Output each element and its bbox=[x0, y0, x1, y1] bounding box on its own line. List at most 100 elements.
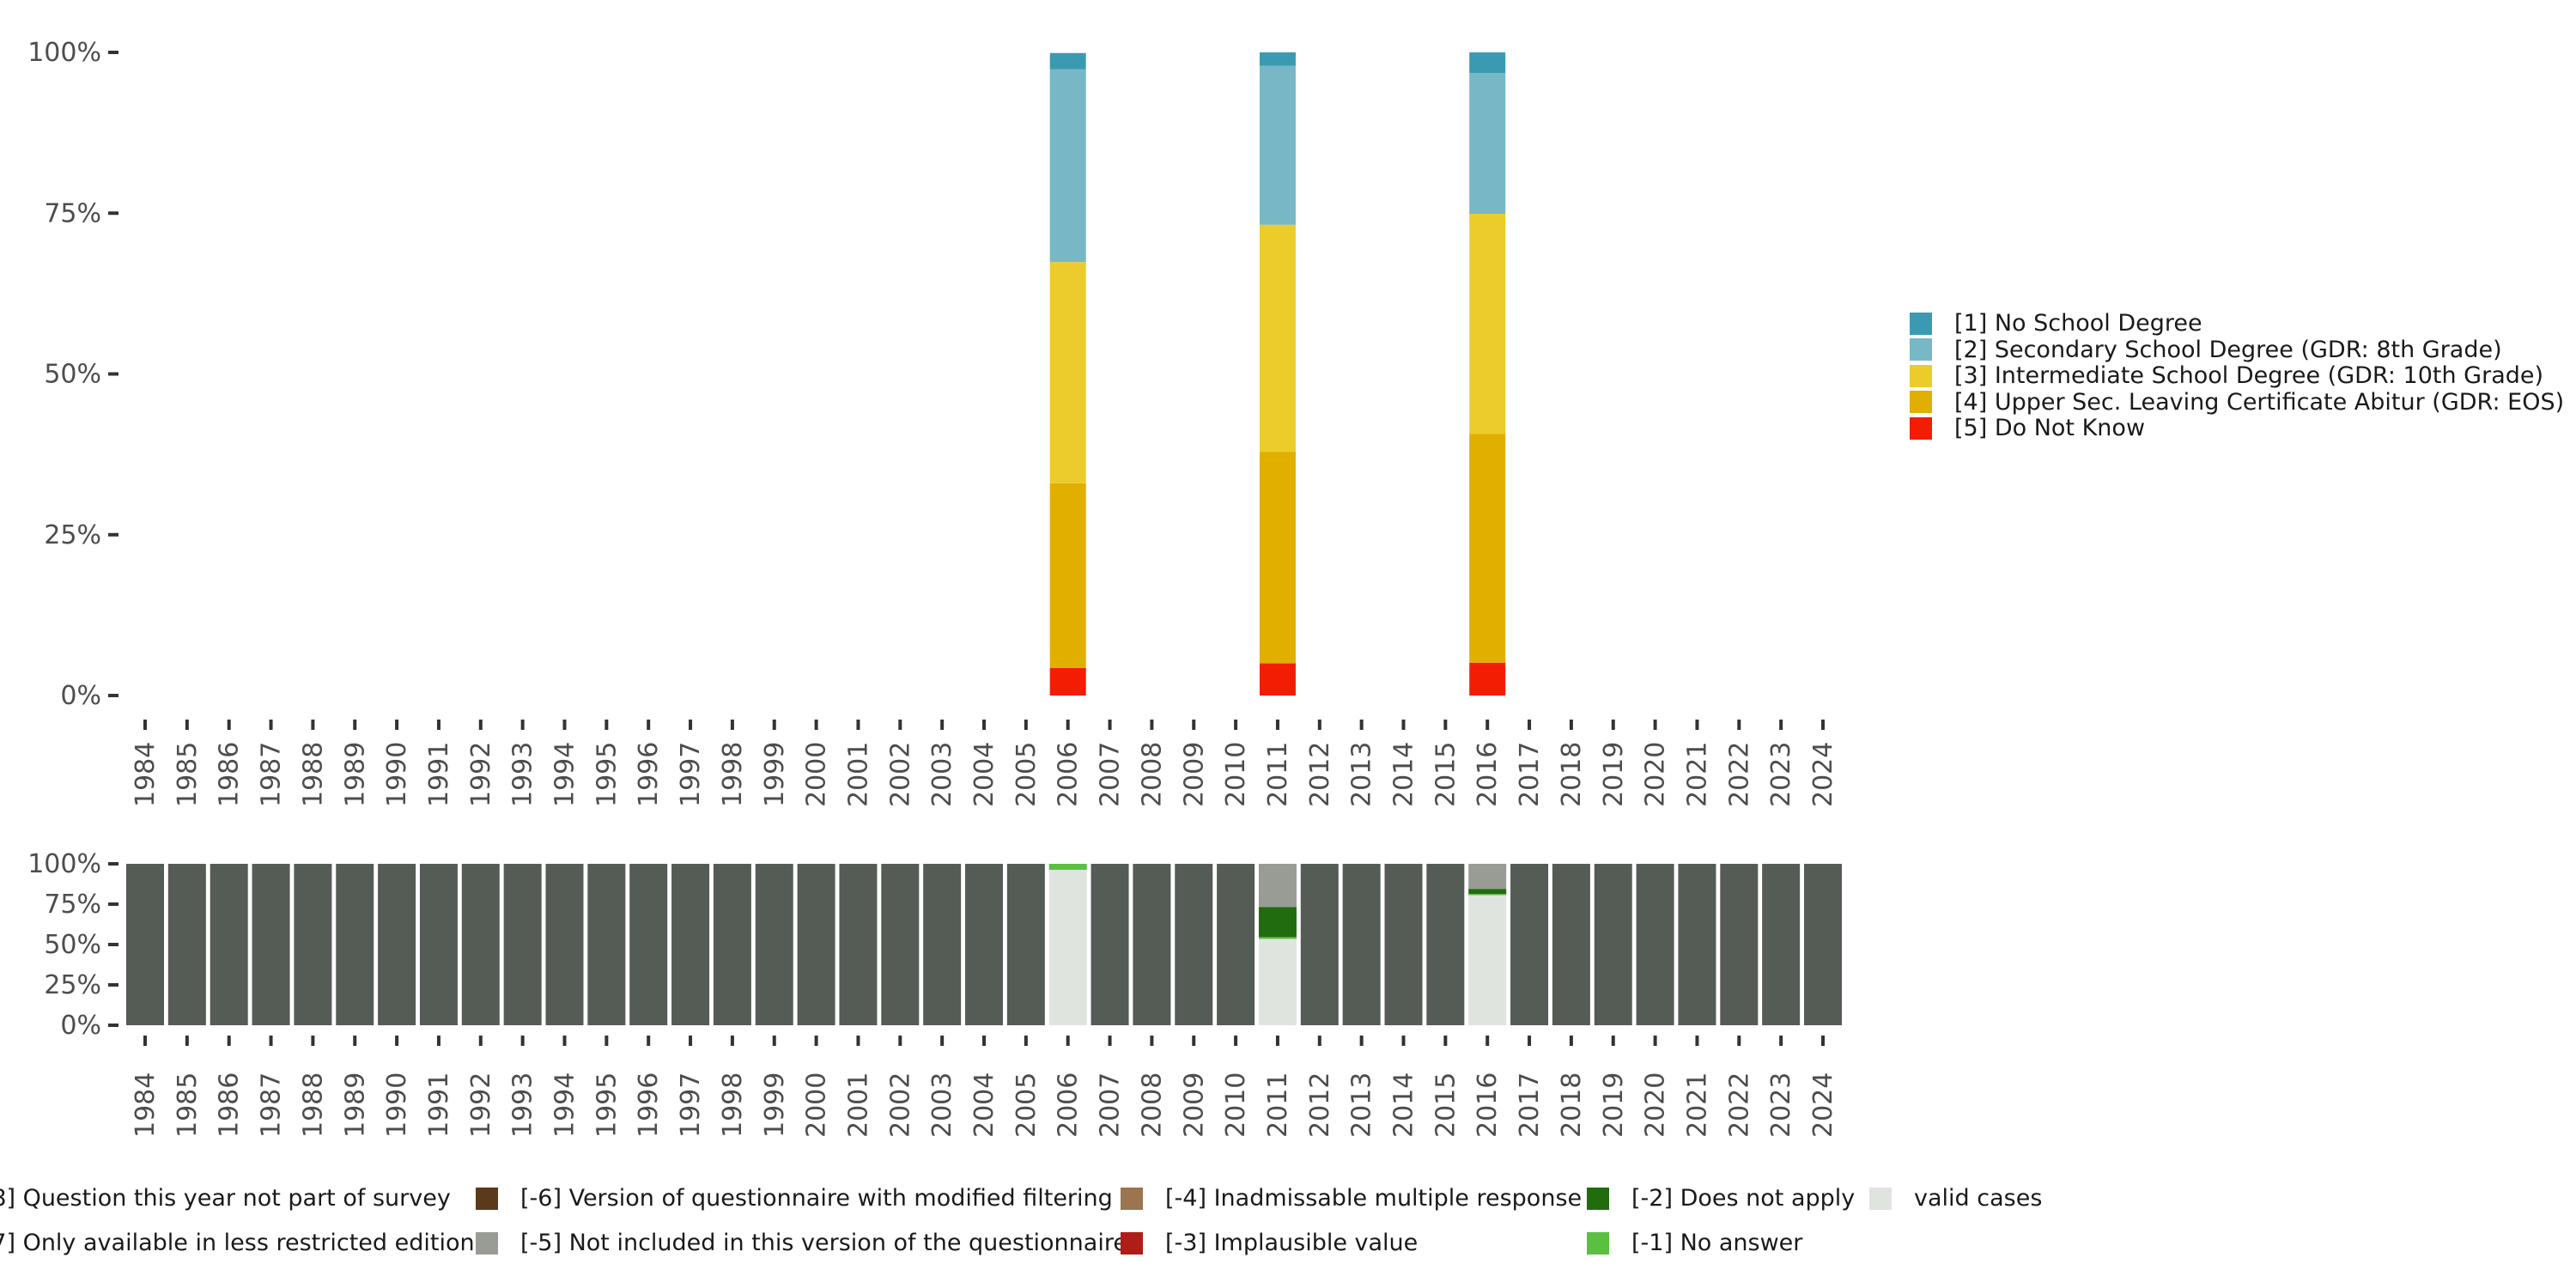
bar-segment-2011 bbox=[1259, 52, 1296, 66]
y-tick-label-top: 75% bbox=[44, 198, 101, 228]
missing-bar-segment-2014 bbox=[1384, 864, 1423, 1025]
x-tick-label-top: 2016 bbox=[1473, 742, 1503, 807]
x-tick-label-top: 2017 bbox=[1515, 742, 1545, 807]
missing-bar-segment-1985 bbox=[167, 864, 206, 1025]
legend-label: [-3] Implausible value bbox=[1165, 1230, 1419, 1256]
legend-item-top: [5] Do Not Know bbox=[1910, 415, 2145, 441]
x-tick-label-bottom: 2020 bbox=[1641, 1072, 1671, 1138]
x-tick-label-bottom: 2007 bbox=[1096, 1072, 1126, 1138]
x-tick-label-top: 1992 bbox=[466, 742, 496, 807]
bar-segment-2011 bbox=[1259, 224, 1296, 453]
missing-bar-segment-2016 bbox=[1468, 889, 1507, 895]
x-tick-label-bottom: 1987 bbox=[257, 1072, 287, 1138]
missing-bar-segment-1986 bbox=[210, 864, 248, 1025]
x-tick-label-bottom: 1997 bbox=[676, 1072, 706, 1138]
missing-bar-segment-1993 bbox=[503, 864, 542, 1025]
legend-item-bottom: valid cases bbox=[1869, 1185, 2042, 1212]
x-tick-label-bottom: 1999 bbox=[760, 1072, 790, 1138]
x-tick-label-top: 2000 bbox=[802, 742, 832, 807]
bar-segment-2011 bbox=[1259, 663, 1296, 696]
x-tick-label-bottom: 2000 bbox=[802, 1072, 832, 1138]
y-tick-label-bottom: 50% bbox=[44, 930, 101, 960]
x-tick-label-top: 2012 bbox=[1305, 742, 1335, 807]
missing-bar-segment-2019 bbox=[1594, 864, 1632, 1025]
y-tick-label-top: 0% bbox=[60, 681, 101, 711]
x-tick-label-top: 2024 bbox=[1808, 742, 1838, 807]
legend-item-top: [3] Intermediate School Degree (GDR: 10t… bbox=[1910, 362, 2543, 389]
missing-bar-segment-1984 bbox=[126, 864, 164, 1025]
y-tick-label-bottom: 0% bbox=[60, 1011, 101, 1041]
x-tick-label-top: 2020 bbox=[1641, 742, 1671, 807]
x-tick-label-bottom: 2019 bbox=[1599, 1072, 1629, 1138]
missing-bar-segment-2006 bbox=[1048, 864, 1087, 870]
x-tick-label-bottom: 1990 bbox=[382, 1072, 412, 1138]
legend-item-bottom: [-2] Does not apply bbox=[1587, 1185, 1855, 1212]
missing-bar-segment-2002 bbox=[881, 864, 920, 1025]
missing-bar-segment-1995 bbox=[587, 864, 626, 1025]
x-tick-label-top: 1990 bbox=[382, 742, 412, 807]
x-tick-label-bottom: 2001 bbox=[843, 1072, 873, 1138]
x-tick-label-top: 2001 bbox=[843, 742, 873, 807]
x-tick-label-bottom: 2008 bbox=[1137, 1072, 1167, 1138]
x-tick-label-top: 2004 bbox=[969, 742, 999, 807]
x-tick-label-bottom: 2005 bbox=[1012, 1072, 1042, 1138]
x-tick-label-top: 1995 bbox=[592, 742, 622, 807]
x-tick-label-bottom: 2023 bbox=[1766, 1072, 1796, 1138]
missing-bar-segment-1992 bbox=[461, 864, 500, 1025]
x-tick-label-bottom: 1992 bbox=[466, 1072, 496, 1138]
missing-bar-segment-2016 bbox=[1468, 895, 1507, 1025]
x-tick-label-bottom: 2016 bbox=[1473, 1072, 1503, 1138]
bar-segment-2006 bbox=[1049, 52, 1086, 70]
legend-swatch-icon bbox=[1121, 1231, 1143, 1255]
legend-swatch-icon bbox=[1910, 312, 1932, 335]
legend-item-bottom: [-6] Version of questionnaire with modif… bbox=[476, 1185, 1113, 1212]
missing-bar-segment-2011 bbox=[1258, 907, 1297, 938]
legend-item-bottom: [-8] Question this year not part of surv… bbox=[0, 1185, 451, 1212]
missing-bar-segment-2022 bbox=[1720, 864, 1759, 1025]
legend-item-top: [1] No School Degree bbox=[1910, 310, 2202, 337]
x-tick-label-top: 1996 bbox=[634, 742, 664, 807]
missing-bar-segment-2003 bbox=[923, 864, 962, 1025]
x-tick-label-top: 2013 bbox=[1347, 742, 1377, 807]
legend-label: [-4] Inadmissable multiple response bbox=[1165, 1185, 1583, 1212]
legend-swatch-icon bbox=[1587, 1231, 1609, 1255]
missing-bar-segment-1998 bbox=[713, 864, 751, 1025]
x-tick-label-top: 2006 bbox=[1054, 742, 1084, 807]
x-tick-label-bottom: 2022 bbox=[1724, 1072, 1754, 1138]
legend-swatch-icon bbox=[1910, 338, 1932, 361]
x-tick-label-top: 2023 bbox=[1766, 742, 1796, 807]
y-tick-label-top: 50% bbox=[44, 360, 101, 390]
missing-bar-segment-2021 bbox=[1678, 864, 1716, 1025]
missing-bar-segment-2005 bbox=[1006, 864, 1045, 1025]
y-tick-label-bottom: 25% bbox=[44, 970, 101, 1000]
legend-swatch-icon bbox=[476, 1187, 498, 1210]
legend-label: [1] No School Degree bbox=[1954, 310, 2202, 337]
y-tick-label-bottom: 100% bbox=[27, 849, 101, 879]
missing-bar-segment-1991 bbox=[419, 864, 458, 1025]
x-tick-label-bottom: 2017 bbox=[1515, 1072, 1545, 1138]
x-tick-label-bottom: 2009 bbox=[1179, 1072, 1209, 1138]
x-tick-label-bottom: 1984 bbox=[131, 1072, 161, 1138]
x-tick-label-bottom: 2006 bbox=[1054, 1072, 1084, 1138]
bar-segment-2016 bbox=[1469, 434, 1506, 663]
legend-swatch-icon bbox=[1910, 391, 1932, 413]
missing-bar-segment-2011 bbox=[1258, 939, 1297, 1025]
x-tick-label-top: 1985 bbox=[173, 742, 203, 807]
missing-bar-segment-1996 bbox=[629, 864, 668, 1025]
x-tick-label-top: 1994 bbox=[550, 742, 580, 807]
x-tick-label-top: 1993 bbox=[508, 742, 538, 807]
missing-bar-segment-2018 bbox=[1552, 864, 1590, 1025]
x-tick-label-top: 2010 bbox=[1221, 742, 1251, 807]
x-tick-label-top: 2021 bbox=[1682, 742, 1712, 807]
missing-bar-segment-2024 bbox=[1804, 864, 1842, 1025]
bar-segment-2011 bbox=[1259, 65, 1296, 225]
x-tick-label-bottom: 1993 bbox=[508, 1072, 538, 1138]
x-tick-label-top: 1999 bbox=[760, 742, 790, 807]
x-tick-label-top: 2019 bbox=[1599, 742, 1629, 807]
legend-label: [3] Intermediate School Degree (GDR: 10t… bbox=[1954, 362, 2544, 389]
missing-bar-segment-2010 bbox=[1217, 864, 1255, 1025]
legend-item-bottom: [-7] Only available in less restricted e… bbox=[0, 1230, 475, 1256]
missing-bar-segment-2008 bbox=[1133, 864, 1171, 1025]
x-tick-label-bottom: 2014 bbox=[1389, 1072, 1419, 1138]
x-tick-label-top: 2015 bbox=[1431, 742, 1461, 807]
